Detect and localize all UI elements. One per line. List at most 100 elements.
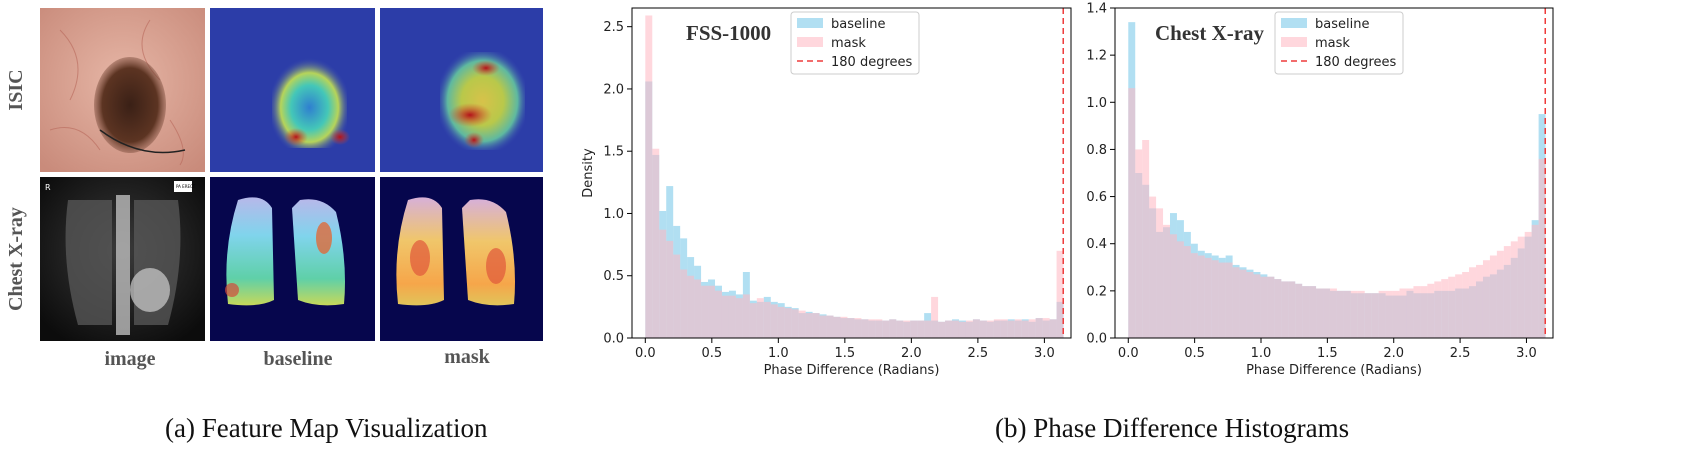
bar <box>1000 320 1008 338</box>
bar <box>868 319 876 338</box>
bar <box>1316 288 1324 338</box>
bar <box>986 320 994 338</box>
bar <box>1253 272 1261 338</box>
row-label-isic: ISIC <box>5 69 27 110</box>
bar <box>1343 290 1351 338</box>
bar <box>1503 246 1511 338</box>
bar <box>1056 250 1064 338</box>
y-tick-label: 1.0 <box>1086 96 1107 111</box>
legend: baseline mask 180 degrees <box>1274 11 1404 75</box>
bar <box>945 320 953 338</box>
bar <box>1183 246 1191 338</box>
bar <box>812 313 820 338</box>
bar <box>1021 320 1029 338</box>
bar <box>763 296 771 338</box>
bar <box>1239 269 1247 338</box>
bar <box>784 308 792 338</box>
bar <box>1007 320 1015 338</box>
bar <box>910 320 918 338</box>
bar <box>1517 236 1525 338</box>
bar <box>882 320 890 338</box>
bar <box>749 303 757 338</box>
bar <box>1014 320 1022 338</box>
bar <box>1371 293 1379 338</box>
bar <box>931 296 939 338</box>
isic-baseline-heatmap <box>210 8 375 172</box>
bar <box>1142 140 1150 338</box>
series-baseline <box>1128 22 1546 339</box>
chart-title: FSS-1000 <box>686 21 771 45</box>
bar <box>770 304 778 338</box>
bar <box>840 318 848 338</box>
bar <box>1510 257 1518 338</box>
axes-frame <box>1114 7 1554 339</box>
bar <box>1135 149 1143 338</box>
bar <box>1232 264 1240 338</box>
bar <box>1343 290 1351 338</box>
bar <box>1364 293 1372 338</box>
bar <box>889 319 897 338</box>
bar <box>979 320 987 338</box>
bar <box>1028 319 1036 338</box>
bar <box>1531 220 1539 338</box>
series-baseline <box>645 81 1064 339</box>
bar <box>1406 288 1414 338</box>
bar <box>701 281 709 338</box>
legend-swatch <box>1281 37 1307 47</box>
bar <box>924 313 932 338</box>
bar <box>749 300 757 338</box>
bar <box>1309 286 1317 338</box>
bar <box>652 148 660 338</box>
bar <box>1288 281 1296 338</box>
bar <box>840 316 848 338</box>
bar <box>952 320 959 338</box>
bar <box>958 321 966 338</box>
bar <box>1246 269 1254 338</box>
legend-label: mask <box>1315 36 1350 51</box>
bar <box>1392 295 1400 338</box>
bar <box>847 318 855 338</box>
x-tick-label: 0.0 <box>635 346 656 361</box>
bar <box>1295 283 1303 338</box>
bar <box>687 257 695 338</box>
bar <box>1469 286 1477 338</box>
bar <box>965 320 973 338</box>
col-label-mask: mask <box>444 346 490 368</box>
bar <box>645 15 653 338</box>
bar <box>931 320 939 338</box>
x-tick-label: 1.5 <box>1317 346 1338 361</box>
bar <box>1489 255 1497 338</box>
bar <box>1239 267 1247 338</box>
bar <box>756 301 764 338</box>
bar <box>1281 281 1289 338</box>
bar <box>1149 208 1157 338</box>
bar <box>721 291 729 338</box>
bar <box>1496 269 1504 338</box>
xray-baseline-heatmap <box>210 177 375 341</box>
bar <box>666 240 674 338</box>
bar <box>1204 253 1212 338</box>
bar <box>1197 250 1205 338</box>
bar <box>715 285 722 338</box>
bar <box>1476 281 1483 338</box>
bar <box>708 279 716 338</box>
bar <box>1489 274 1497 338</box>
bar <box>1042 318 1050 338</box>
legend-label: baseline <box>1315 17 1369 32</box>
bar <box>652 154 660 338</box>
bar <box>1469 267 1477 338</box>
bar <box>1163 224 1171 338</box>
bar <box>812 313 820 338</box>
bar <box>952 319 959 338</box>
bar <box>1455 288 1463 338</box>
bar <box>680 269 688 338</box>
series-mask <box>645 15 1064 338</box>
bar <box>826 315 834 338</box>
bar <box>1406 290 1414 338</box>
bar <box>1316 288 1324 338</box>
histogram-chart-0: 0.0 0.5 1.0 1.5 2.0 2.5 3.0 0.0 0.5 1.0 1.5 2.0 2.5 P… <box>581 7 1072 378</box>
bar <box>687 275 695 338</box>
bar <box>1295 283 1303 338</box>
bar <box>1476 264 1483 338</box>
bar <box>798 313 806 338</box>
